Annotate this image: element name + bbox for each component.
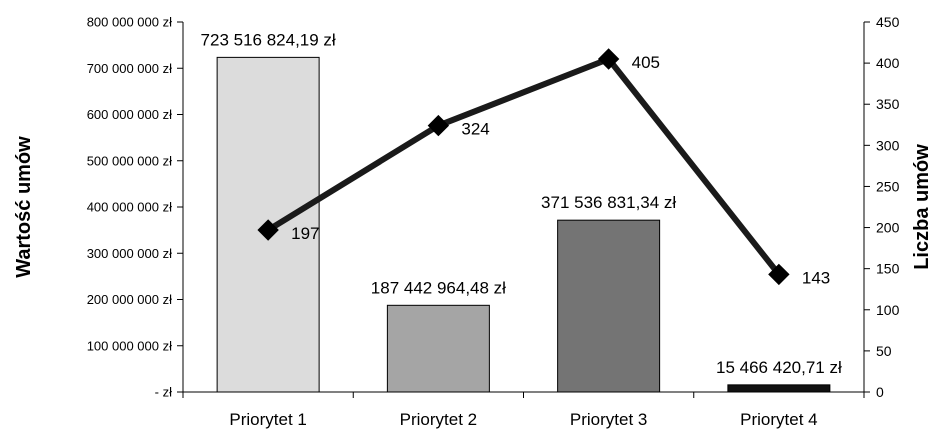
x-tick-label: Priorytet 4 [740, 410, 817, 429]
y2-tick-label: 250 [876, 178, 900, 194]
y2-tick-label: 0 [876, 384, 884, 400]
y2-tick-label: 450 [876, 14, 900, 30]
y2-tick-label: 100 [876, 302, 900, 318]
line-data-label: 324 [461, 120, 489, 139]
y2-tick-label: 400 [876, 55, 900, 71]
y-tick-label: 500 000 000 zł [87, 153, 172, 168]
bar-data-label: 187 442 964,48 zł [371, 278, 506, 297]
bar-data-label: 15 466 420,71 zł [716, 358, 842, 377]
bar [386, 304, 490, 393]
y-tick-label: 300 000 000 zł [87, 246, 172, 261]
line-data-label: 143 [802, 268, 830, 287]
line-point [768, 263, 790, 286]
x-tick-label: Priorytet 3 [570, 410, 647, 429]
line-data-label: 405 [632, 53, 660, 72]
y2-tick-label: 300 [876, 137, 900, 153]
y-axis-title: Wartość umów [13, 136, 35, 278]
bar-data-label: 723 516 824,19 zł [201, 30, 336, 49]
y-tick-label: 700 000 000 zł [87, 61, 172, 76]
line-data-label: 197 [291, 224, 319, 243]
y2-axis-title: Liczba umów [911, 144, 933, 270]
y2-tick-label: 350 [876, 96, 900, 112]
line-point [597, 48, 620, 70]
axes: - zł 100 000 000 zł 200 000 000 zł 300 000 … [87, 14, 900, 429]
bar [557, 219, 661, 393]
y-tick-label: 100 000 000 zł [87, 338, 172, 353]
labels: 723 516 824,19 zł 187 442 964,48 zł 371 53… [201, 30, 842, 376]
bar-data-label: 371 536 831,34 zł [541, 193, 676, 212]
y-tick-label: 800 000 000 zł [87, 15, 172, 30]
y2-tick-label: 200 [876, 220, 900, 236]
y-tick-label: 400 000 000 zł [87, 200, 172, 215]
bar [727, 384, 831, 393]
y-tick-label: 600 000 000 zł [87, 107, 172, 122]
y2-tick-label: 150 [876, 261, 900, 277]
x-tick-label: Priorytet 1 [229, 410, 306, 429]
line-series [257, 48, 790, 286]
y-tick-label: 200 000 000 zł [87, 292, 172, 307]
y-tick-label: - zł [155, 385, 172, 400]
line-point [257, 219, 279, 241]
x-tick-label: Priorytet 2 [400, 410, 477, 429]
line-path [266, 56, 782, 277]
y2-tick-label: 50 [876, 343, 892, 359]
line-point [427, 114, 450, 137]
